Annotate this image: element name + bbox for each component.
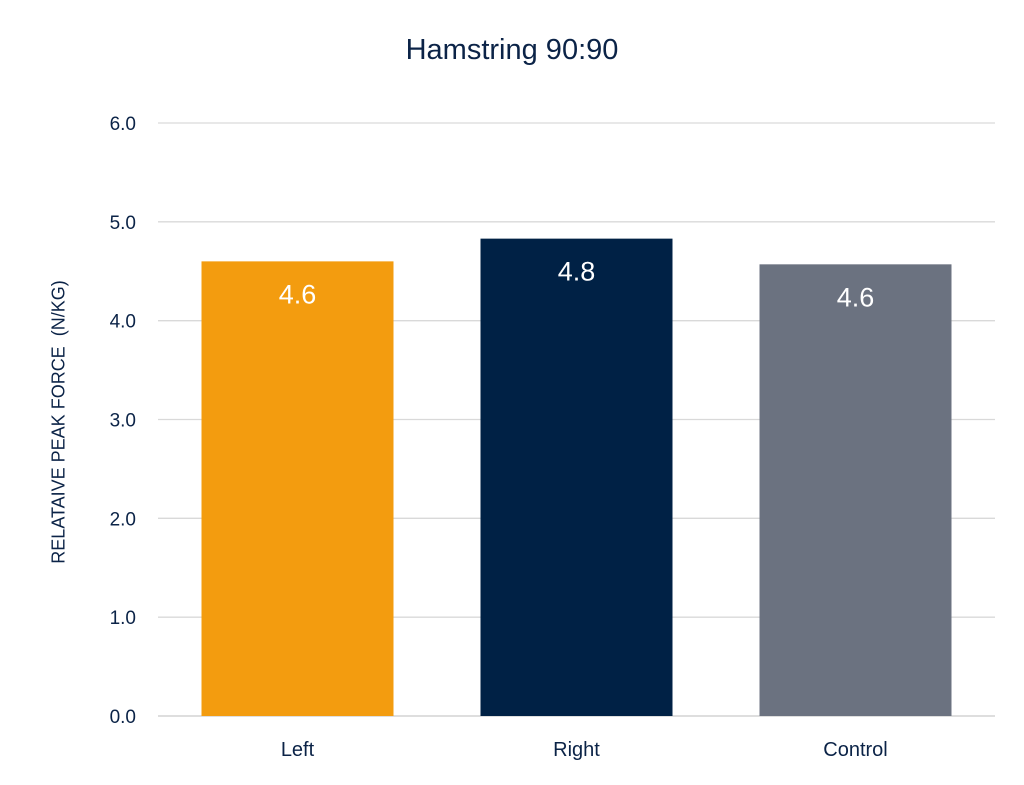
data-label: 4.6 (837, 282, 875, 312)
y-tick-label: 5.0 (110, 213, 136, 234)
bar (759, 264, 952, 716)
x-tick-label: Control (823, 739, 887, 761)
y-tick-label: 1.0 (110, 608, 136, 629)
y-tick-label: 0.0 (110, 707, 136, 728)
data-label: 4.8 (558, 257, 596, 287)
data-label: 4.6 (279, 279, 317, 309)
y-axis-label: RELATAIVE PEAK FORCE (N/KG) (48, 280, 69, 564)
y-tick-label: 6.0 (110, 114, 136, 135)
y-tick-label: 2.0 (110, 509, 136, 530)
x-tick-label: Right (553, 739, 600, 761)
x-tick-label: Left (281, 739, 315, 761)
bar (480, 238, 673, 716)
chart-title: Hamstring 90:90 (405, 34, 619, 66)
bar (201, 261, 394, 716)
y-tick-label: 3.0 (110, 411, 136, 432)
y-tick-label: 4.0 (110, 312, 136, 333)
